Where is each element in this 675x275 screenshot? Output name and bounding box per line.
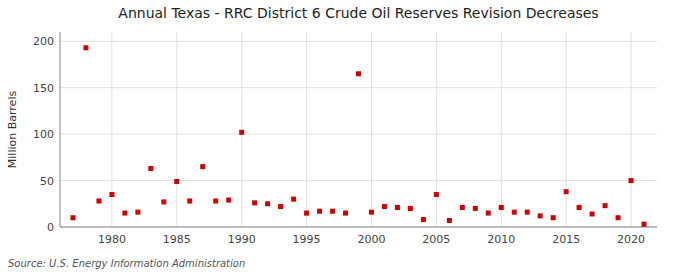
point bbox=[499, 205, 504, 210]
point bbox=[577, 205, 582, 210]
point bbox=[460, 205, 465, 210]
grid-line-x bbox=[241, 32, 242, 227]
source-note: Source: U.S. Energy Information Administ… bbox=[8, 258, 245, 269]
point bbox=[109, 192, 114, 197]
grid-line-y bbox=[60, 180, 657, 181]
point bbox=[122, 211, 127, 216]
point bbox=[135, 210, 140, 215]
tick-labels: 0 50 100 150 200 1980 1985 1990 1995 2000 2005 2010… bbox=[33, 35, 645, 246]
chart-container: 0 50 100 150 200 1980 1985 1990 1995 2000 2005 2010… bbox=[0, 0, 675, 275]
point bbox=[291, 197, 296, 202]
point bbox=[70, 215, 75, 220]
point bbox=[538, 213, 543, 218]
point bbox=[213, 199, 218, 204]
y-tick-label: 200 bbox=[33, 35, 54, 48]
grid-line-x bbox=[306, 32, 307, 227]
grid-line-y bbox=[60, 87, 657, 88]
x-axis-line bbox=[60, 227, 657, 228]
point bbox=[304, 211, 309, 216]
point bbox=[226, 198, 231, 203]
x-tick-label: 1980 bbox=[98, 233, 126, 246]
x-tick-label: 1990 bbox=[228, 233, 256, 246]
point bbox=[525, 210, 530, 215]
point bbox=[161, 199, 166, 204]
point bbox=[473, 206, 478, 211]
point bbox=[330, 209, 335, 214]
x-tick-label: 2010 bbox=[487, 233, 515, 246]
point bbox=[317, 209, 322, 214]
point bbox=[252, 200, 257, 205]
point bbox=[603, 203, 608, 208]
point bbox=[239, 130, 244, 135]
grid-line-y bbox=[60, 134, 657, 135]
x-tick-label: 1995 bbox=[293, 233, 321, 246]
point bbox=[408, 206, 413, 211]
grid-line-x bbox=[371, 32, 372, 227]
grid-line-x bbox=[501, 32, 502, 227]
point bbox=[629, 178, 634, 183]
point bbox=[616, 215, 621, 220]
chart-svg: 0 50 100 150 200 1980 1985 1990 1995 2000 2005 2010… bbox=[0, 0, 675, 275]
y-axis-line bbox=[60, 32, 61, 227]
point bbox=[590, 212, 595, 217]
x-tick-label: 1985 bbox=[163, 233, 191, 246]
point bbox=[174, 179, 179, 184]
point bbox=[148, 166, 153, 171]
point bbox=[278, 204, 283, 209]
y-tick-label: 100 bbox=[33, 128, 54, 141]
point bbox=[512, 210, 517, 215]
y-tick-label: 50 bbox=[40, 175, 54, 188]
y-axis-label: Million Barrels bbox=[6, 91, 19, 169]
y-tick-label: 150 bbox=[33, 82, 54, 95]
point bbox=[382, 204, 387, 209]
point bbox=[265, 201, 270, 206]
x-tick-label: 2000 bbox=[357, 233, 385, 246]
x-tick-label: 2020 bbox=[617, 233, 645, 246]
points bbox=[70, 45, 646, 226]
point bbox=[83, 45, 88, 50]
point bbox=[187, 199, 192, 204]
grid-line-x bbox=[176, 32, 177, 227]
point bbox=[447, 218, 452, 223]
point bbox=[551, 215, 556, 220]
grid bbox=[60, 32, 657, 227]
grid-line-x bbox=[566, 32, 567, 227]
grid-line-y bbox=[60, 227, 657, 228]
grid-line-x bbox=[631, 32, 632, 227]
title: Annual Texas - RRC District 6 Crude Oil … bbox=[118, 5, 598, 21]
point bbox=[200, 164, 205, 169]
point bbox=[434, 192, 439, 197]
x-tick-label: 2005 bbox=[422, 233, 450, 246]
point bbox=[356, 71, 361, 76]
point bbox=[96, 199, 101, 204]
grid-line-x bbox=[436, 32, 437, 227]
point bbox=[564, 189, 569, 194]
point bbox=[343, 211, 348, 216]
grid-line-y bbox=[60, 41, 657, 42]
grid-line-x bbox=[111, 32, 112, 227]
point bbox=[642, 222, 647, 227]
x-tick-label: 2015 bbox=[552, 233, 580, 246]
point bbox=[369, 210, 374, 215]
point bbox=[395, 205, 400, 210]
point bbox=[421, 217, 426, 222]
point bbox=[486, 211, 491, 216]
y-tick-label: 0 bbox=[47, 221, 54, 234]
